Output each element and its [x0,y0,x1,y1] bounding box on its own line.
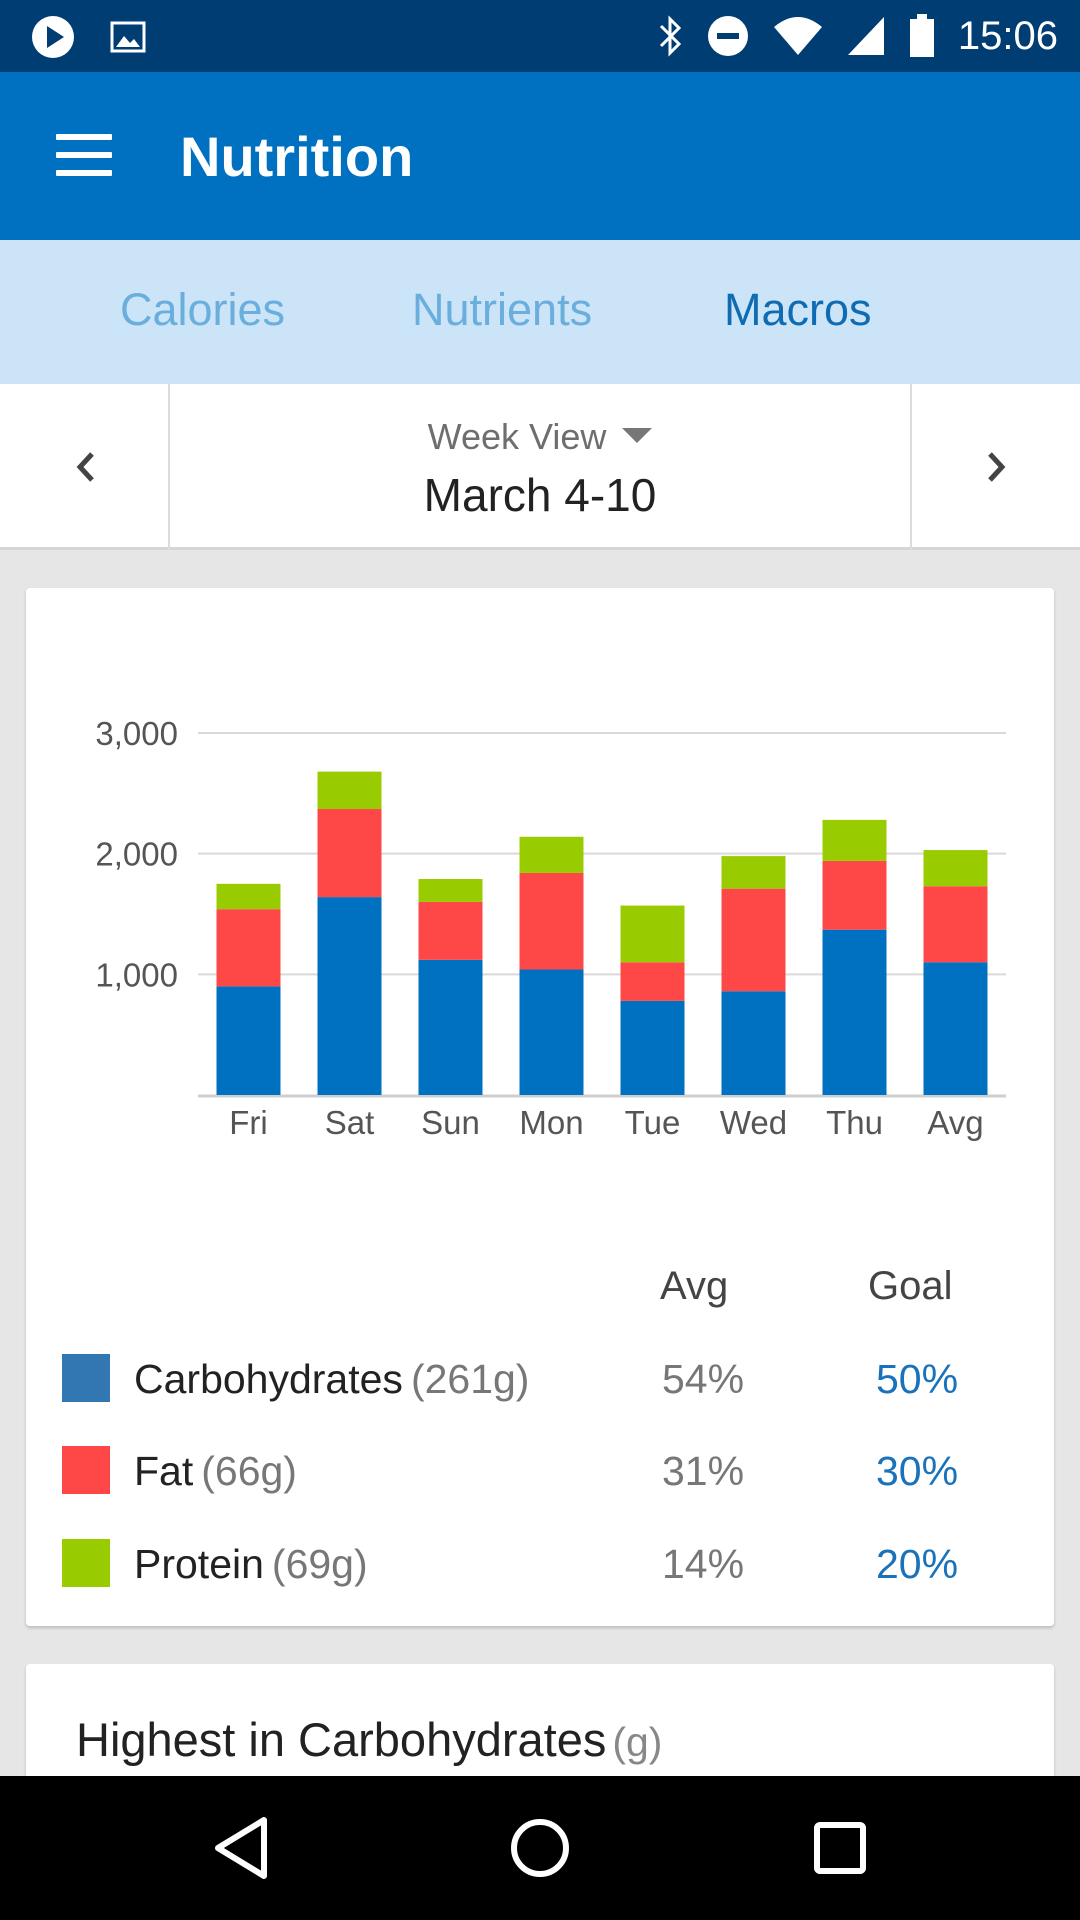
bluetooth-icon [659,15,682,57]
bar-segment-protein[interactable] [721,856,786,889]
bar-segment-protein[interactable] [519,836,584,873]
x-tick-label: Wed [720,1104,787,1141]
system-nav-bar [0,1776,1080,1920]
bar-segment-carbohydrates[interactable] [721,991,786,1095]
bar-segment-fat[interactable] [822,860,887,930]
bar-segment-carbohydrates[interactable] [317,897,382,1095]
chevron-left-icon [76,452,94,482]
chevron-right-icon [988,452,1006,482]
previous-week-button[interactable] [0,384,168,550]
status-time: 15:06 [957,13,1058,58]
tab-calories[interactable]: Calories [120,284,286,335]
bar-segment-protein[interactable] [822,819,887,861]
page-title: Nutrition [180,125,414,188]
bar-segment-fat[interactable] [620,962,685,1001]
x-tick-label: Mon [519,1104,583,1141]
bar-segment-carbohydrates[interactable] [216,986,281,1095]
tab-nutrients[interactable]: Nutrients [412,284,593,335]
x-tick-label: Thu [826,1104,883,1141]
macro-row-protein: Protein (69g) 14% 20% [26,1533,1054,1593]
hamburger-menu-icon[interactable] [56,134,112,176]
bar-segment-carbohydrates[interactable] [620,1000,685,1095]
macro-name: Fat [134,1448,194,1494]
protein-swatch [62,1539,110,1587]
x-tick-label: Sun [421,1104,480,1141]
next-week-button[interactable] [912,384,1080,550]
bar-segment-fat[interactable] [721,888,786,992]
macro-grams: (261g) [410,1356,530,1402]
bar-segment-fat[interactable] [216,909,281,987]
bar-segment-fat[interactable] [418,901,483,960]
y-tick-label: 1,000 [95,956,178,993]
back-icon [215,1817,267,1879]
caret-down-icon [622,428,653,443]
app-bar: Nutrition [0,72,1080,240]
bar-segment-protein[interactable] [418,879,483,902]
y-tick-label: 2,000 [95,836,178,873]
y-tick-label: 3,000 [95,715,178,752]
tab-macros[interactable]: Macros [724,284,872,335]
card-title: Highest in Carbohydrates [76,1713,607,1766]
macro-goal-percent[interactable]: 30% [876,1448,959,1494]
play-icon [32,16,74,58]
wifi-icon [773,17,822,55]
avg-header: Avg [660,1264,729,1308]
macro-row-carbohydrates: Carbohydrates (261g) 54% 50% [26,1348,1054,1408]
macro-row-fat: Fat (66g) 31% 30% [26,1440,1054,1500]
bar-segment-protein[interactable] [620,905,685,963]
home-icon [511,1819,569,1877]
week-range: March 4-10 [423,469,657,521]
image-icon [110,21,146,53]
bar-segment-protein[interactable] [923,850,988,887]
do-not-disturb-icon [707,16,748,56]
macro-name: Protein [134,1541,264,1587]
macro-grams: (69g) [271,1541,368,1587]
card-unit: (g) [612,1719,663,1765]
fat-swatch [62,1446,110,1494]
macro-name: Carbohydrates [134,1356,403,1402]
macro-avg-percent: 14% [662,1541,745,1587]
status-bar: 15:06 [0,0,1080,72]
bar-segment-protein[interactable] [317,771,382,810]
macros-stacked-bar-chart: 1,000 2,000 3,000 Fri Sat Sun Mon Tue Wed Thu Avg [95,715,1006,1141]
tab-bar: Calories Nutrients Macros [0,240,1080,384]
macro-avg-percent: 54% [662,1356,745,1402]
recents-icon [814,1822,866,1874]
back-button[interactable] [196,1806,286,1890]
bar-segment-carbohydrates[interactable] [822,929,887,1095]
bar-segment-protein[interactable] [216,883,281,910]
week-view-dropdown[interactable]: Week View [0,416,1080,458]
week-navigator: Week View March 4-10 [0,384,1080,550]
x-tick-label: Avg [927,1104,983,1141]
macro-grams: (66g) [201,1448,297,1494]
x-tick-label: Sat [325,1104,375,1141]
macro-avg-percent: 31% [662,1448,745,1494]
macro-goal-percent[interactable]: 20% [876,1541,959,1587]
macro-goal-percent[interactable]: 50% [876,1356,959,1402]
macros-card: 1,000 2,000 3,000 Fri Sat Sun Mon Tue Wed Thu Avg … [26,588,1054,1626]
goal-header: Goal [868,1264,953,1308]
signal-icon [847,17,884,55]
battery-icon [909,14,934,57]
bar-segment-carbohydrates[interactable] [418,959,483,1095]
carbohydrates-swatch [62,1354,110,1402]
x-tick-label: Tue [625,1104,681,1141]
bar-segment-fat[interactable] [317,809,382,898]
home-button[interactable] [495,1806,585,1890]
week-view-label: Week View [427,416,607,457]
bar-segment-fat[interactable] [519,872,584,970]
bar-segment-fat[interactable] [923,886,988,963]
x-tick-label: Fri [229,1104,267,1141]
bar-segment-carbohydrates[interactable] [519,969,584,1095]
recents-button[interactable] [795,1806,885,1890]
bar-segment-carbohydrates[interactable] [923,962,988,1095]
